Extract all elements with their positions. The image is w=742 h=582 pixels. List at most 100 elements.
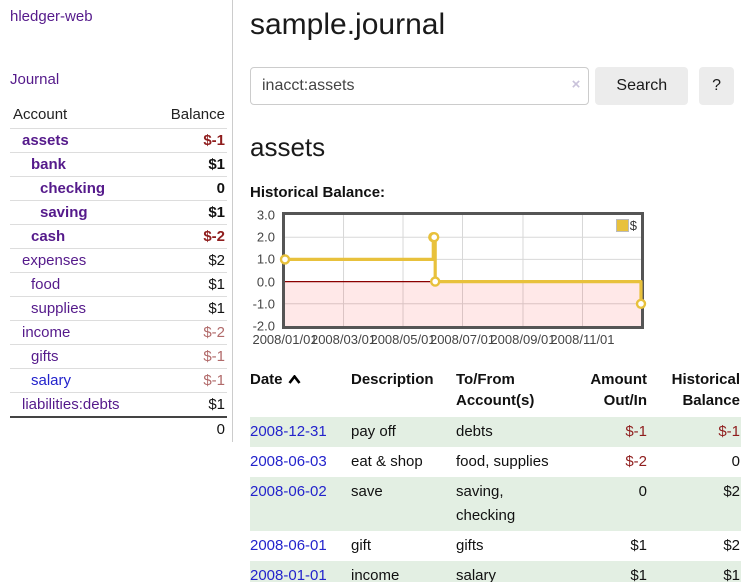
amount-cell: $1 [630,567,647,582]
register-header-balance: Historical Balance [671,371,740,409]
description-cell: gift [351,537,372,554]
amount-cell: 0 [638,483,647,500]
account-name-link[interactable]: salary [31,372,72,389]
account-row: checking 0 [10,176,227,200]
historical-balance-chart: 3.0 2.0 1.0 0.0 -1.0 -2.0 $ 2008/01/01 2008/03… [245,208,734,347]
accounts-table: Account Balance assets $-1 bank $1 checking 0… [10,104,227,442]
date-cell: 2008-01-01 [250,561,351,582]
nav-journal-link[interactable]: Journal [10,71,60,88]
balance-cell: $-1 [718,423,740,440]
main-content: sample.journal × Search ? assets Histori… [233,0,742,582]
y-axis-tick-label: -1.0 [252,296,275,312]
register-header-accounts: To/From Account(s) [456,371,535,409]
transaction-date-link[interactable]: 2008-06-03 [250,453,327,470]
chart-section-heading: Historical Balance: [250,184,386,201]
transaction-date-link[interactable]: 2008-06-02 [250,483,327,500]
y-axis-tick-label: -2.0 [252,318,275,334]
accounts-header-account: Account [13,106,68,123]
account-name-link[interactable]: supplies [31,300,87,317]
account-balance: $1 [208,204,225,221]
account-name-link[interactable]: cash [31,228,66,245]
accounts-cell: saving, checking [456,483,516,524]
x-axis-tick-label: 2008/03/01 [310,332,377,347]
account-row: assets $-1 [10,128,227,152]
account-name-link[interactable]: food [31,276,61,293]
register-header-description: Description [351,371,434,388]
accounts-header-balance: Balance [170,106,225,123]
register-header-date[interactable]: Date [250,368,351,417]
transaction-date-link[interactable]: 2008-06-01 [250,537,327,554]
date-cell: 2008-12-31 [250,417,351,447]
account-name-link[interactable]: saving [40,204,88,221]
account-row: cash $-2 [10,224,227,248]
description-cell: eat & shop [351,453,423,470]
chart-x-axis: 2008/01/01 2008/03/01 2008/05/01 2008/07/01… [245,331,742,347]
account-row: expenses $2 [10,248,227,272]
account-name-link[interactable]: checking [40,180,106,197]
search-form: × Search ? [250,67,734,105]
account-balance: $-2 [203,324,225,341]
description-cell: save [351,483,383,500]
account-name-link[interactable]: income [22,324,71,341]
account-balance: 0 [216,180,225,197]
account-balance: $-1 [203,372,225,389]
search-button[interactable]: Search [595,67,689,105]
account-balance: $1 [208,156,225,173]
account-row: saving $1 [10,200,227,224]
y-axis-tick-label: 3.0 [256,207,275,223]
x-axis-tick-label: 2008/09/01 [490,332,556,347]
sort-ascending-icon [287,375,301,384]
x-axis-tick-label: 2008/07/01 [429,332,496,347]
transaction-date-link[interactable]: 2008-01-01 [250,567,327,582]
balance-cell: $2 [723,537,740,554]
account-name-link[interactable]: gifts [31,348,59,365]
chart-legend: $ [615,218,637,233]
account-name-link[interactable]: expenses [22,252,87,269]
chart-y-axis: 3.0 2.0 1.0 0.0 -1.0 -2.0 [245,208,278,334]
accounts-table-header: Account Balance [10,104,227,128]
account-name-link[interactable]: bank [31,156,67,173]
account-heading: assets [250,132,326,162]
table-row: 2008-12-31 pay off debts $-1 $-1 [250,417,741,447]
legend-label: $ [629,218,637,233]
account-row: supplies $1 [10,296,227,320]
chart-plot-area[interactable]: $ [279,212,647,329]
chart-series-svg [279,215,647,326]
amount-cell: $-2 [625,453,647,470]
account-balance: $1 [208,300,225,317]
account-row: liabilities:debts $1 [10,392,227,416]
account-name-link[interactable]: assets [22,132,69,149]
account-row: income $-2 [10,320,227,344]
clear-search-icon[interactable]: × [571,76,581,93]
description-cell: pay off [351,423,396,440]
register-table: Date Description To/From Account(s) Amou… [250,368,741,582]
amount-cell: $-1 [625,423,647,440]
balance-cell: 0 [731,453,740,470]
balance-cell: $1 [723,567,740,582]
legend-color-swatch [615,219,629,232]
account-row: gifts $-1 [10,344,227,368]
accounts-total-value: 0 [216,421,225,438]
brand-link[interactable]: hledger-web [10,8,93,25]
account-row: food $1 [10,272,227,296]
amount-cell: $1 [630,537,647,554]
account-balance: $1 [208,276,225,293]
accounts-rows: assets $-1 bank $1 checking 0 saving $1 cash $-2 e… [10,128,227,416]
account-row: salary $-1 [10,368,227,392]
table-row: 2008-06-02 save saving, checking 0 $2 [250,477,741,531]
page-title: sample.journal [250,8,446,41]
x-axis-tick-label: 2008/11/01 [550,332,615,347]
accounts-cell: debts [456,423,493,440]
date-cell: 2008-06-01 [250,531,351,561]
help-button[interactable]: ? [699,67,734,105]
transaction-date-link[interactable]: 2008-12-31 [250,423,327,440]
sidebar: hledger-web Journal Account Balance asse… [0,0,233,442]
account-balance: $2 [208,252,225,269]
account-name-link[interactable]: liabilities:debts [22,396,120,413]
accounts-total-row: 0 [10,416,227,442]
accounts-cell: salary [456,567,497,582]
search-input[interactable] [250,67,590,105]
table-row: 2008-06-03 eat & shop food, supplies $-2 0 [250,447,741,477]
table-row: 2008-06-01 gift gifts $1 $2 [250,531,741,561]
